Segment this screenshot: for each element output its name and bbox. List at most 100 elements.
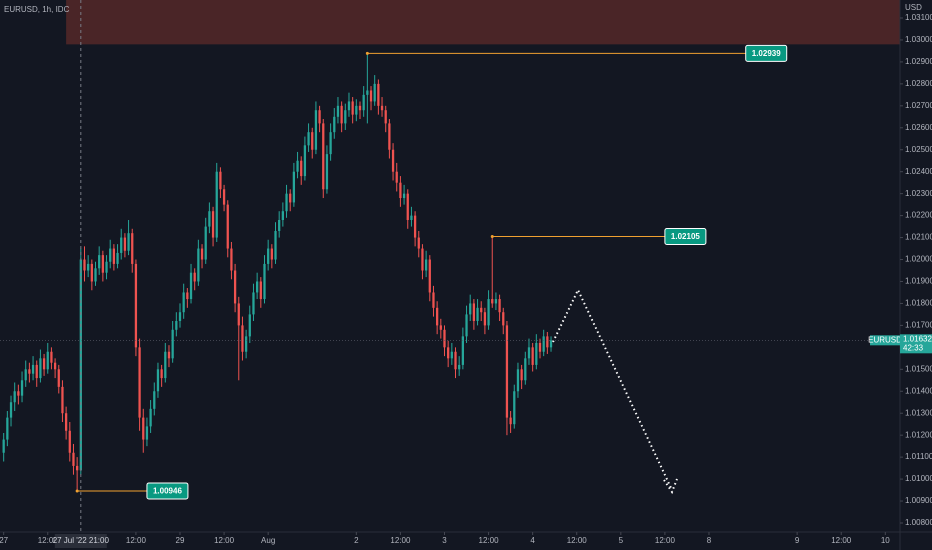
candle-body <box>443 329 446 348</box>
candle-body <box>50 351 53 363</box>
candle-body <box>461 336 464 365</box>
candle-body <box>417 237 420 249</box>
candle-body <box>527 347 531 359</box>
candle-body <box>98 255 101 269</box>
candle-body <box>2 439 5 453</box>
candle-body <box>472 303 476 322</box>
candle-body <box>244 336 248 352</box>
candle-body <box>178 312 182 322</box>
x-tick-label: 12:00 <box>655 536 676 545</box>
crosshair-label: 27 Jul '22 21:00 <box>53 536 110 545</box>
candle-body <box>215 171 218 238</box>
price-label: 1.02939 <box>752 49 781 58</box>
x-tick-label: 29 <box>176 536 185 545</box>
candle-body <box>436 307 439 326</box>
symbol-tag-box <box>870 335 900 346</box>
candle-body <box>366 90 369 95</box>
candle-body <box>6 417 9 440</box>
y-tick-label: 1.01100 <box>905 452 932 461</box>
candle-body <box>432 292 435 308</box>
candle-body <box>149 408 152 427</box>
candle-body <box>535 342 538 365</box>
x-tick-label: 2 <box>354 536 359 545</box>
candle-body <box>153 391 156 409</box>
candle-body <box>336 105 340 117</box>
candle-body <box>413 215 417 238</box>
candle-body <box>498 299 501 313</box>
candle-body <box>524 358 527 381</box>
candle-body <box>263 263 266 300</box>
candle-body <box>546 336 549 348</box>
y-tick-label: 1.03000 <box>905 35 932 44</box>
x-tick-label: 12:00 <box>567 536 588 545</box>
candle-body <box>322 123 325 190</box>
crosshair-label-box <box>54 534 107 548</box>
candle-body <box>303 145 307 177</box>
candle-body <box>458 364 461 370</box>
candle-body <box>483 312 487 326</box>
candle-body <box>120 237 123 253</box>
candle-body <box>307 132 310 146</box>
candle-body <box>450 351 453 359</box>
candle-body <box>90 263 93 282</box>
candle-body <box>516 369 520 392</box>
y-tick-label: 1.02300 <box>905 189 932 198</box>
candle-body <box>226 204 229 249</box>
candle-body <box>494 299 498 304</box>
candle-body <box>197 248 200 282</box>
candle-body <box>421 248 424 271</box>
price-line-anchor <box>490 234 494 238</box>
x-tick-label: 10 <box>881 536 890 545</box>
candle-body <box>31 364 35 374</box>
symbol-tag: EURUSD <box>868 335 902 344</box>
candle-body <box>314 110 318 150</box>
x-tick-label: 3 <box>442 536 447 545</box>
candle-body <box>134 263 138 348</box>
y-tick-label: 1.01500 <box>905 364 932 373</box>
candle-body <box>351 101 354 115</box>
candle-body <box>252 292 255 315</box>
x-tick-label: 12:00 <box>126 536 147 545</box>
candle-body <box>424 259 428 271</box>
candle-body <box>42 358 46 370</box>
candle-body <box>406 193 409 221</box>
candle-body <box>465 314 468 337</box>
x-tick-label: 5 <box>619 536 624 545</box>
y-tick-label: 1.02200 <box>905 211 932 220</box>
price-label-box <box>664 227 707 245</box>
candle-body <box>542 336 545 352</box>
candle-body <box>318 110 321 124</box>
projection-arrowhead <box>663 478 678 495</box>
candle-body <box>116 252 119 264</box>
candle-body <box>79 259 82 471</box>
candle-body <box>160 369 163 379</box>
price-label: 1.00946 <box>153 487 182 496</box>
candle-body <box>311 132 314 150</box>
projection-path <box>552 287 673 491</box>
candle-body <box>480 307 483 313</box>
candle-body <box>211 211 215 238</box>
candle-body <box>520 369 523 381</box>
candle-body <box>278 220 281 231</box>
candle-body <box>127 233 130 251</box>
candle-body <box>340 105 343 124</box>
candle-body <box>289 193 292 203</box>
y-tick-label: 1.02900 <box>905 57 932 66</box>
candle-body <box>175 321 178 330</box>
candle-body <box>513 391 516 425</box>
candle-body <box>171 329 174 359</box>
y-tick-label: 1.01400 <box>905 386 932 395</box>
price-line-anchor <box>365 51 369 55</box>
candle-body <box>208 211 211 227</box>
candle-body <box>369 90 373 102</box>
x-tick-label: 8 <box>707 536 712 545</box>
candle-body <box>347 101 351 111</box>
x-tick-label: 12:00 <box>214 536 235 545</box>
candle-body <box>399 182 402 199</box>
candle-body <box>142 417 145 440</box>
candle-body <box>285 193 288 212</box>
candle-body <box>20 380 24 396</box>
current-price-label: 1.01632 <box>903 334 932 343</box>
candle-body <box>9 402 13 418</box>
